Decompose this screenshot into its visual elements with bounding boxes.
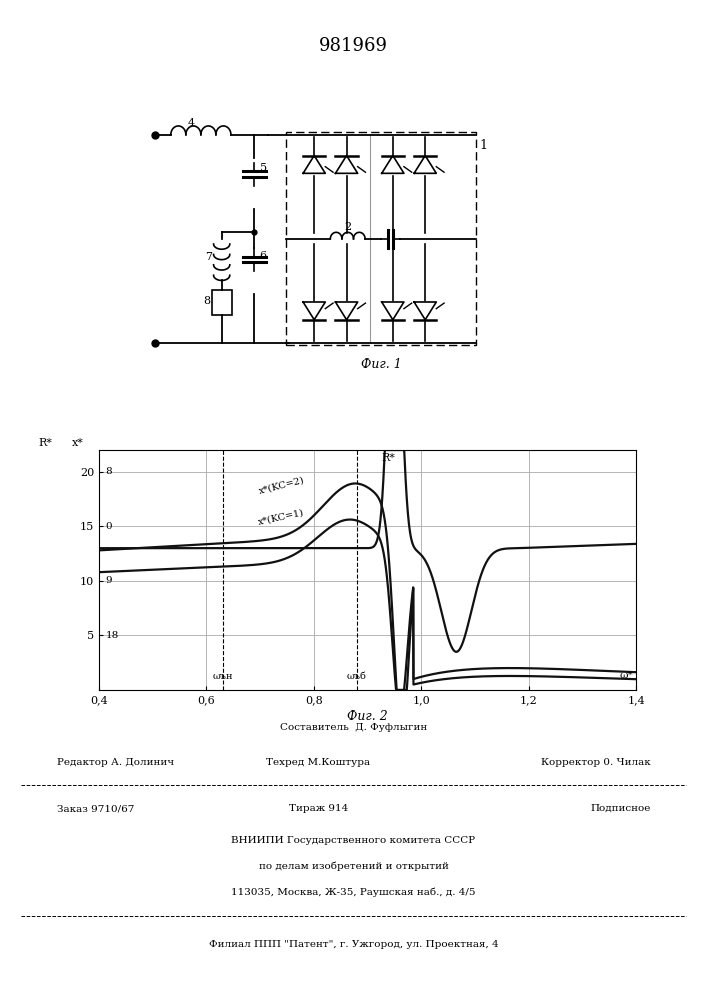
- Text: 113035, Москва, Ж-35, Раушская наб., д. 4/5: 113035, Москва, Ж-35, Раушская наб., д. …: [231, 888, 476, 897]
- Text: x*(KC=1): x*(KC=1): [257, 508, 305, 526]
- Text: Техред М.Коштура: Техред М.Коштура: [266, 758, 370, 767]
- Text: Тираж 914: Тираж 914: [288, 804, 348, 813]
- Text: x*(KC=2): x*(KC=2): [257, 476, 305, 496]
- Text: 8: 8: [203, 296, 210, 306]
- Text: ВНИИПИ Государственного комитета СССР: ВНИИПИ Государственного комитета СССР: [231, 836, 476, 845]
- Polygon shape: [303, 302, 325, 320]
- Text: Филиал ППП "Патент", г. Ужгород, ул. Проектная, 4: Филиал ППП "Патент", г. Ужгород, ул. Про…: [209, 940, 498, 949]
- Text: Корректор 0. Чилак: Корректор 0. Чилак: [541, 758, 650, 767]
- Text: 4: 4: [188, 118, 195, 128]
- Bar: [211, 290, 232, 315]
- Text: Фиг. 1: Фиг. 1: [361, 358, 402, 371]
- Text: 18: 18: [105, 631, 119, 640]
- Bar: [286, 132, 476, 345]
- Text: 9: 9: [105, 576, 112, 585]
- Text: Подписное: Подписное: [590, 804, 650, 813]
- Polygon shape: [382, 156, 404, 173]
- Text: 2: 2: [344, 222, 351, 232]
- Text: ωън: ωън: [212, 672, 233, 681]
- Text: Составитель  Д. Фуфлыгин: Составитель Д. Фуфлыгин: [280, 723, 427, 732]
- Text: 5: 5: [259, 163, 267, 173]
- Text: ω*: ω*: [620, 671, 633, 680]
- Text: по делам изобретений и открытий: по делам изобретений и открытий: [259, 862, 448, 871]
- Text: 0: 0: [105, 522, 112, 531]
- Text: 8: 8: [105, 467, 112, 476]
- Text: 7: 7: [206, 252, 213, 262]
- Text: Заказ 9710/67: Заказ 9710/67: [57, 804, 134, 813]
- Text: R*: R*: [38, 438, 52, 448]
- Polygon shape: [303, 156, 325, 173]
- Polygon shape: [335, 156, 358, 173]
- Polygon shape: [414, 156, 436, 173]
- Text: ωъб: ωъб: [347, 672, 367, 681]
- Polygon shape: [382, 302, 404, 320]
- Polygon shape: [335, 302, 358, 320]
- Text: 1: 1: [480, 139, 488, 152]
- X-axis label: Фиг. 2: Фиг. 2: [347, 710, 388, 723]
- Text: R*: R*: [381, 453, 395, 463]
- Polygon shape: [414, 302, 436, 320]
- Text: Редактор А. Долинич: Редактор А. Долинич: [57, 758, 174, 767]
- Text: 6: 6: [259, 251, 267, 261]
- Text: 981969: 981969: [319, 37, 388, 55]
- Text: x*: x*: [71, 438, 83, 448]
